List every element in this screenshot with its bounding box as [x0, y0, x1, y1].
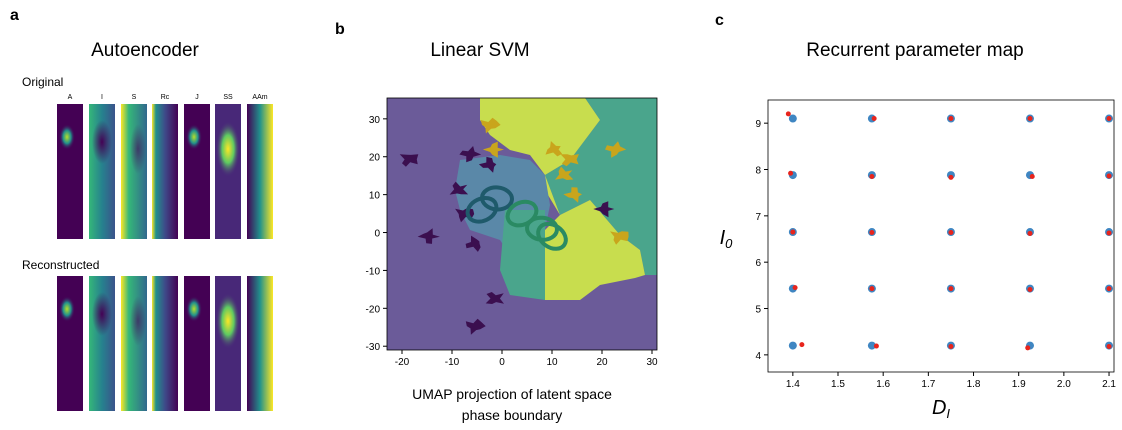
image-blob [186, 124, 202, 150]
point [789, 115, 797, 123]
point [948, 175, 953, 180]
y-tick-label: -20 [366, 304, 381, 315]
point [789, 342, 797, 350]
y-tick-label: 5 [755, 305, 761, 316]
column-label: A [68, 94, 73, 101]
y-tick-label: 9 [755, 119, 761, 130]
y-tick-label: 4 [755, 351, 761, 362]
image-strip [184, 104, 210, 239]
x-axis-label-main: D [932, 397, 946, 419]
column-label: S [132, 94, 137, 101]
point [1030, 174, 1035, 179]
point [1107, 286, 1112, 291]
point [1027, 116, 1032, 121]
x-tick-label: 30 [646, 357, 658, 368]
row-label: Reconstructed [22, 258, 99, 272]
x-tick-label: 1.6 [876, 379, 890, 390]
x-tick-label: 20 [596, 357, 608, 368]
point [874, 344, 879, 349]
point [869, 286, 874, 291]
y-tick-label: 6 [755, 258, 761, 269]
image-blob [130, 124, 146, 174]
image-strip [57, 104, 83, 239]
image-blob [216, 121, 240, 177]
caption: phase boundary [462, 407, 562, 423]
image-strip [247, 276, 273, 411]
column-label: J [195, 94, 199, 101]
point [1107, 173, 1112, 178]
point [788, 171, 793, 176]
panel-label: b [335, 21, 345, 38]
panel-label: a [10, 7, 19, 24]
point [948, 116, 953, 121]
x-tick-label: 1.4 [786, 379, 800, 390]
point [790, 230, 795, 235]
column-labels: A I S Rc J SS AAm [68, 94, 268, 101]
point [1107, 230, 1112, 235]
image-blob [59, 296, 75, 322]
point [872, 116, 877, 121]
point [1107, 344, 1112, 349]
point [1027, 287, 1032, 292]
image-blob [92, 292, 112, 336]
figure: a Autoencoder Original Reconstructed A I S… [0, 0, 1122, 425]
point [948, 344, 953, 349]
y-axis-label: I0 [720, 227, 734, 251]
column-label: SS [223, 94, 233, 101]
x-tick-label: 2.0 [1057, 379, 1071, 390]
column-label: Rc [161, 94, 170, 101]
x-axis-label: DI [932, 397, 950, 421]
point [948, 286, 953, 291]
plot-frame [768, 100, 1114, 372]
x-tick-label: 1.7 [921, 379, 935, 390]
image-blob [216, 293, 240, 349]
image-strip [247, 104, 273, 239]
y-tick-label: 0 [374, 229, 380, 240]
panel-title: Autoencoder [91, 40, 199, 61]
x-tick-label: 1.9 [1012, 379, 1026, 390]
y-tick-label: 30 [369, 115, 381, 126]
panel-label: c [715, 12, 724, 29]
x-axis-label-sub: I [946, 406, 950, 421]
panel-title: Recurrent parameter map [806, 40, 1024, 61]
x-tick-label: 0 [499, 357, 505, 368]
x-tick-label: -10 [445, 357, 460, 368]
panel-title: Linear SVM [430, 40, 529, 61]
column-label: I [101, 94, 103, 101]
y-tick-label: 7 [755, 212, 761, 223]
image-blob [130, 296, 146, 346]
point [869, 174, 874, 179]
y-tick-label: 10 [369, 191, 381, 202]
x-tick-label: -20 [395, 357, 410, 368]
image-strip [152, 104, 178, 239]
image-strip [57, 276, 83, 411]
point [786, 111, 791, 116]
y-tick-label: -30 [366, 342, 381, 353]
column-label: AAm [252, 94, 267, 101]
x-tick-label: 10 [546, 357, 558, 368]
image-strip [121, 276, 147, 411]
image-blob [92, 120, 112, 164]
image-blob [59, 124, 75, 150]
y-tick-label: 20 [369, 153, 381, 164]
y-axis-label-sub: 0 [725, 236, 733, 251]
image-blob [186, 296, 202, 322]
row-label: Original [22, 75, 63, 89]
image-strip [121, 104, 147, 239]
point [1025, 345, 1030, 350]
point [1027, 231, 1032, 236]
point [793, 285, 798, 290]
x-tick-label: 1.8 [967, 379, 981, 390]
y-tick-label: -10 [366, 266, 381, 277]
point [948, 230, 953, 235]
image-strip [184, 276, 210, 411]
x-tick-label: 1.5 [831, 379, 845, 390]
point [1107, 116, 1112, 121]
y-tick-label: 8 [755, 166, 761, 177]
caption: UMAP projection of latent space [412, 386, 612, 402]
x-tick-label: 2.1 [1102, 379, 1116, 390]
image-strip [152, 276, 178, 411]
point [799, 342, 804, 347]
point [869, 230, 874, 235]
